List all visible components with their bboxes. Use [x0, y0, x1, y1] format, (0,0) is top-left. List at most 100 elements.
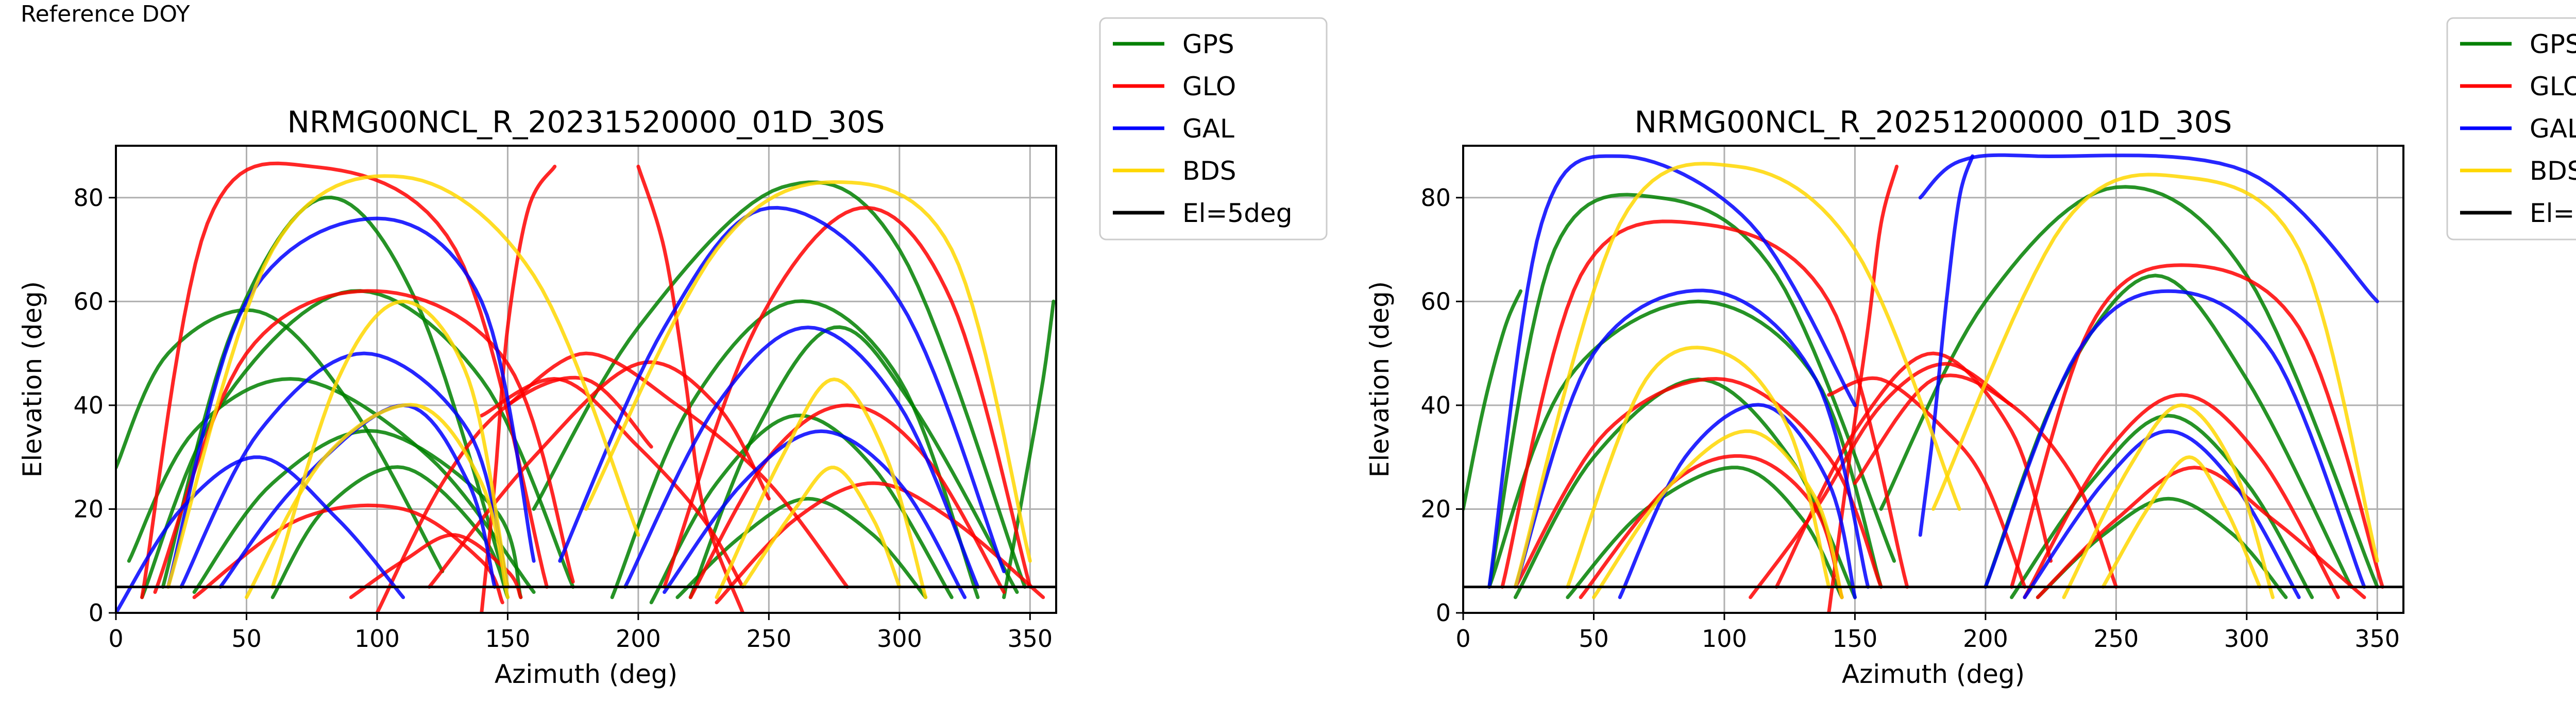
series-glo	[140, 161, 1045, 613]
x-tick-label: 300	[2224, 625, 2269, 653]
y-axis-label: Elevation (deg)	[18, 281, 47, 477]
legend-label-el5deg: El=5deg	[2530, 198, 2576, 228]
x-tick-label: 100	[354, 625, 400, 653]
x-axis-label: Azimuth (deg)	[495, 659, 677, 689]
track-glo-10	[2023, 393, 2340, 599]
x-tick-label: 200	[616, 625, 661, 653]
track-bds-6	[741, 466, 902, 589]
chart-title: NRMG00NCL_R_20251200000_01D_30S	[1635, 105, 2232, 140]
track-gal-4	[558, 205, 1006, 573]
x-tick-label: 300	[877, 625, 922, 653]
track-gal-1	[166, 216, 536, 589]
track-gal-7	[1918, 154, 1974, 537]
track-gal-5	[1984, 289, 2366, 589]
x-tick-label: 50	[1579, 625, 1609, 653]
track-gal-4	[1918, 153, 2379, 303]
x-tick-label: 150	[1833, 625, 1878, 653]
track-bds-5	[715, 377, 927, 599]
track-gps-5	[116, 308, 445, 573]
y-tick-label: 60	[73, 287, 104, 315]
series-bds	[166, 174, 1032, 599]
chart-title: NRMG00NCL_R_20231520000_01D_30S	[287, 105, 885, 140]
plot-area	[116, 161, 1056, 613]
plot-frame	[1462, 145, 2404, 614]
series-bds	[1513, 162, 2379, 599]
track-gal-6	[663, 429, 967, 599]
track-gal-2	[179, 351, 510, 589]
track-gal-3	[1618, 403, 1857, 599]
track-glo-1	[140, 161, 549, 599]
track-bds-2	[270, 299, 510, 589]
x-tick-label: 350	[1007, 625, 1053, 653]
track-bds-1	[1513, 162, 1961, 589]
track-glo-12	[688, 403, 1006, 599]
track-gal-7	[116, 455, 405, 613]
track-glo-8	[1827, 164, 1899, 613]
y-tick-label: 20	[1420, 495, 1451, 523]
y-tick-label: 40	[1420, 391, 1451, 419]
track-glo-9	[2010, 263, 2384, 589]
track-glo-6	[1853, 373, 2118, 589]
y-tick-label: 80	[1420, 184, 1451, 212]
legend-label-glo: GLO	[2530, 72, 2576, 101]
y-tick-label: 60	[1420, 287, 1451, 315]
x-tick-label: 250	[746, 625, 791, 653]
track-gps-9	[1463, 289, 1522, 511]
track-gps-3	[127, 377, 536, 594]
y-tick-label: 0	[89, 599, 104, 627]
track-glo-13	[715, 481, 1045, 605]
track-gps-11	[1002, 299, 1056, 599]
legend-box	[1099, 17, 1328, 241]
track-gps-7	[2010, 414, 2314, 599]
track-bds-4	[584, 180, 1032, 563]
reference-doy-label: Reference DOY	[21, 1, 190, 27]
x-tick-label: 0	[108, 625, 123, 653]
series-glo	[1500, 164, 2384, 613]
x-tick-label: 0	[1455, 625, 1470, 653]
legend-label-bds: BDS	[2530, 156, 2576, 186]
x-tick-label: 50	[231, 625, 262, 653]
legend-label-gal: GAL	[2530, 114, 2576, 144]
track-bds-3	[1592, 429, 1844, 599]
track-glo-7	[1774, 351, 2053, 589]
track-bds-4	[1931, 173, 2379, 563]
x-tick-label: 150	[485, 625, 531, 653]
x-tick-label: 350	[2354, 625, 2400, 653]
legend-label-gps: GPS	[1182, 29, 1234, 59]
track-gps-5	[1879, 185, 2379, 589]
track-bds-5	[2062, 403, 2275, 599]
y-tick-label: 20	[73, 495, 104, 523]
track-bds-3	[245, 403, 510, 599]
track-glo-1	[1500, 219, 1909, 589]
track-gal-2	[1513, 288, 1870, 589]
track-gal-6	[2023, 429, 2301, 599]
track-glo-11	[663, 205, 1032, 589]
legend-label-bds: BDS	[1182, 156, 1236, 186]
y-tick-label: 80	[73, 184, 104, 212]
track-gps-1	[1487, 193, 1896, 589]
legend-label-gal: GAL	[1182, 114, 1234, 144]
series-gal	[1487, 153, 2379, 599]
plot-area	[1463, 153, 2384, 613]
track-gal-5	[623, 325, 980, 589]
x-tick-label: 200	[1963, 625, 2008, 653]
legend-label-el5deg: El=5deg	[1182, 198, 1292, 228]
track-gps-10	[688, 325, 1019, 599]
series-gal	[116, 205, 1006, 613]
y-axis-label: Elevation (deg)	[1365, 281, 1395, 477]
chart-panel-2: 0 50 100 150 200 250 300 350 0 20 40 60 80 NRMG00NCL_…	[1365, 17, 2576, 689]
legend: GPS GLO GAL BDS El=5deg	[1099, 17, 1328, 241]
track-gal-1	[1487, 154, 1857, 589]
track-bds-6	[2101, 455, 2262, 589]
legend-label-glo: GLO	[1182, 72, 1236, 101]
legend-box	[2446, 17, 2576, 241]
plot-frame	[115, 145, 1057, 614]
track-glo-7	[505, 351, 849, 589]
track-bds-1	[166, 174, 640, 589]
y-tick-label: 0	[1436, 599, 1451, 627]
legend: GPS GLO GAL BDS El=5deg	[2446, 17, 2576, 241]
track-glo-9	[480, 164, 557, 613]
x-axis-label: Azimuth (deg)	[1842, 659, 2025, 689]
x-tick-label: 250	[2093, 625, 2139, 653]
x-tick-label: 100	[1702, 625, 1747, 653]
